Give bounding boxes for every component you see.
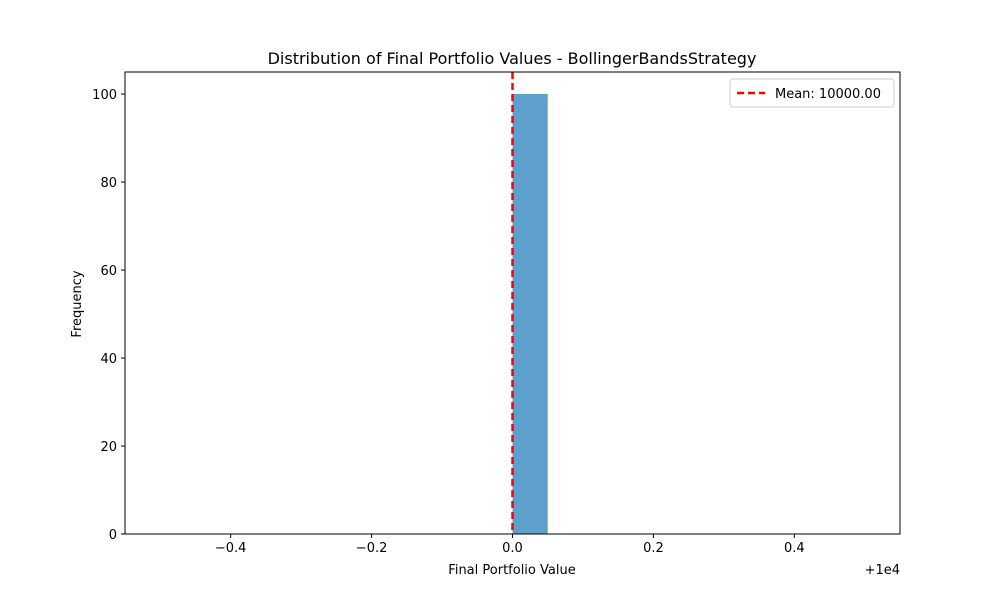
x-tick-label-0: −0.4 xyxy=(215,541,247,556)
y-tick-label-4: 80 xyxy=(100,176,117,191)
y-tick-label-2: 40 xyxy=(100,352,117,367)
x-tick-label-3: 0.2 xyxy=(643,541,664,556)
legend: Mean: 10000.00 xyxy=(729,78,895,108)
legend-mean-label: Mean: 10000.00 xyxy=(775,87,881,102)
histogram-bar-0 xyxy=(512,94,548,534)
y-tick-label-1: 20 xyxy=(100,440,117,455)
y-axis-label: Frequency xyxy=(70,270,85,337)
y-tick-label-3: 60 xyxy=(100,264,117,279)
y-tick-label-0: 0 xyxy=(109,528,117,543)
legend-box xyxy=(729,78,895,108)
x-tick-label-2: 0.0 xyxy=(502,541,523,556)
chart-title: Distribution of Final Portfolio Values -… xyxy=(268,49,757,68)
x-tick-label-4: 0.4 xyxy=(784,541,805,556)
y-tick-label-5: 100 xyxy=(92,88,117,103)
x-tick-label-1: −0.2 xyxy=(356,541,388,556)
plot-area: −0.4 −0.2 0.0 0.2 0.4 0 20 40 60 80 100 xyxy=(92,71,901,556)
x-axis-label: Final Portfolio Value xyxy=(448,563,575,578)
x-offset-label: +1e4 xyxy=(865,563,900,578)
